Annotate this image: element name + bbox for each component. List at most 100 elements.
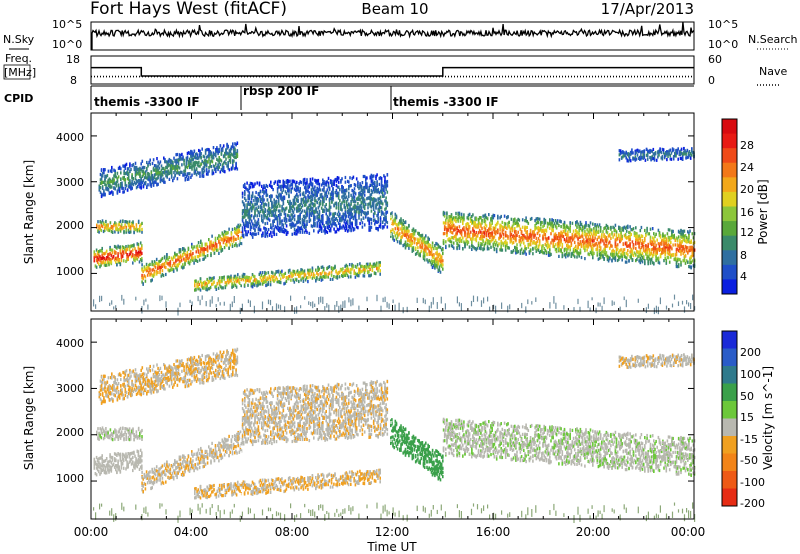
power-cell — [472, 228, 474, 232]
power-cell — [346, 229, 349, 233]
power-cell — [120, 227, 123, 231]
power-cell — [165, 174, 167, 178]
power-cell — [369, 183, 372, 187]
power-cell — [308, 185, 311, 189]
power-cell — [122, 176, 124, 180]
power-cell — [166, 170, 168, 174]
power-cell — [303, 226, 306, 230]
power-cell — [248, 202, 251, 206]
power-cell — [301, 192, 304, 196]
power-cell — [104, 177, 106, 181]
power-cell — [200, 284, 203, 288]
power-cell — [515, 237, 517, 241]
power-cell — [122, 246, 125, 250]
power-cell — [341, 195, 343, 199]
power-cell — [369, 195, 372, 199]
power-cell — [276, 280, 279, 284]
power-cell — [318, 225, 321, 229]
power-cell — [558, 223, 560, 228]
power-cell — [326, 220, 329, 224]
power-cell — [340, 202, 342, 206]
power-cell — [193, 164, 196, 169]
power-cell — [267, 201, 270, 205]
power-cell — [354, 205, 357, 210]
power-cell — [326, 267, 328, 271]
power-cell — [278, 273, 281, 277]
power-cell — [247, 209, 249, 213]
power-cell — [95, 259, 98, 263]
power-cell — [218, 276, 221, 280]
power-cell — [299, 217, 301, 221]
power-cell — [391, 221, 393, 226]
power-cell — [224, 154, 226, 158]
power-cell — [333, 218, 335, 222]
power-cell — [141, 166, 144, 170]
power-cell — [325, 203, 327, 207]
power-cell — [367, 262, 369, 266]
power-cell — [317, 273, 319, 277]
power-cell — [175, 161, 177, 165]
power-cell — [450, 217, 453, 221]
power-cell — [279, 204, 281, 208]
power-cell — [399, 219, 401, 223]
power-cell — [103, 223, 106, 227]
power-cell — [208, 287, 211, 291]
power-cell — [305, 187, 307, 191]
power-cell — [222, 165, 225, 169]
power-cell — [466, 216, 469, 220]
power-cell — [258, 181, 261, 185]
power-cell — [128, 223, 131, 227]
power-cell — [346, 269, 349, 273]
power-cell — [149, 267, 151, 271]
power-cell — [186, 155, 189, 159]
power-cell — [168, 255, 170, 260]
power-cell — [251, 203, 254, 207]
power-cell — [545, 244, 548, 248]
power-cell — [378, 202, 381, 206]
power-cell — [175, 171, 177, 175]
power-cell — [490, 231, 492, 235]
power-cell — [204, 242, 207, 246]
power-cell — [404, 240, 407, 244]
power-cell — [370, 179, 373, 183]
power-cell — [298, 203, 300, 208]
power-cell — [240, 284, 242, 288]
power-cell — [242, 223, 245, 227]
power-cell — [328, 217, 331, 221]
power-cell — [482, 240, 484, 244]
power-cell — [242, 278, 245, 282]
power-cell — [379, 176, 382, 180]
power-cell — [273, 204, 275, 208]
power-cell — [352, 175, 355, 179]
power-cell — [303, 186, 306, 190]
power-cell — [205, 284, 207, 288]
power-cell — [529, 217, 532, 221]
power-cell — [255, 190, 257, 195]
power-cell — [440, 264, 443, 268]
power-cell — [195, 156, 198, 160]
power-cell — [195, 250, 198, 254]
power-cell — [234, 274, 237, 278]
power-cell — [294, 182, 297, 186]
power-cell — [151, 268, 153, 272]
power-cell — [360, 195, 363, 200]
power-cell — [359, 271, 361, 275]
nave-right-tick-top: 60 — [708, 53, 722, 66]
power-cell — [314, 203, 316, 207]
power-cell — [328, 208, 331, 212]
power-cell — [169, 268, 172, 272]
power-cell — [310, 191, 313, 195]
power-cell — [126, 172, 129, 176]
power-cell — [322, 219, 324, 223]
power-cell — [276, 182, 279, 187]
power-cell — [273, 232, 275, 237]
power-cell — [169, 168, 172, 172]
power-cell — [287, 199, 289, 204]
power-cell — [134, 228, 137, 232]
power-cell — [510, 232, 513, 237]
power-cell — [493, 214, 496, 218]
power-cell — [342, 271, 344, 275]
power-cell — [234, 167, 236, 171]
power-cell — [111, 190, 113, 194]
power-cell — [210, 151, 213, 155]
